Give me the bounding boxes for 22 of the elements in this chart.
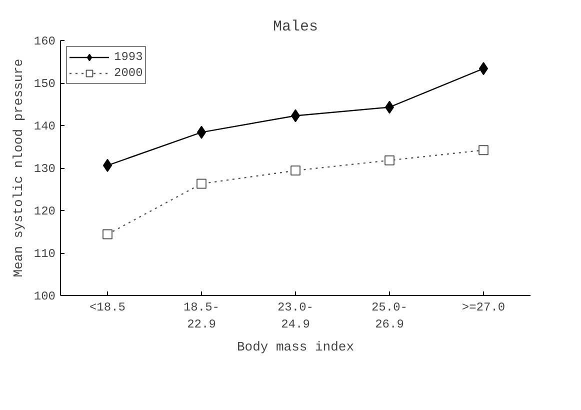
y-tick-label: 110: [34, 247, 56, 261]
point: [196, 178, 206, 189]
x-tick-label: >=27.0: [462, 300, 506, 314]
x-tick-label: 25.0-26.9: [371, 300, 408, 332]
legend-label: 1993: [114, 49, 143, 65]
y-tick-label: 120: [34, 204, 56, 218]
x-tick-label: 18.5-22.9: [183, 300, 220, 332]
point: [290, 166, 300, 176]
point: [102, 229, 112, 240]
x-tick-label: <18.5: [89, 300, 126, 314]
y-axis-title: Mean systolic nlood pressure: [10, 58, 26, 278]
y-tick-label: 100: [34, 290, 56, 304]
y-tick-label: 140: [34, 120, 56, 134]
legend-label: 2000: [114, 65, 143, 81]
point: [478, 145, 488, 156]
chart-title: Males: [272, 18, 318, 36]
x-tick-label: 23.0-24.9: [277, 300, 314, 332]
x-axis-title: Body mass index: [236, 339, 354, 354]
y-tick-label: 150: [34, 77, 56, 91]
point: [384, 155, 394, 166]
y-tick-label: 130: [34, 162, 56, 176]
y-tick-label: 160: [34, 34, 56, 48]
